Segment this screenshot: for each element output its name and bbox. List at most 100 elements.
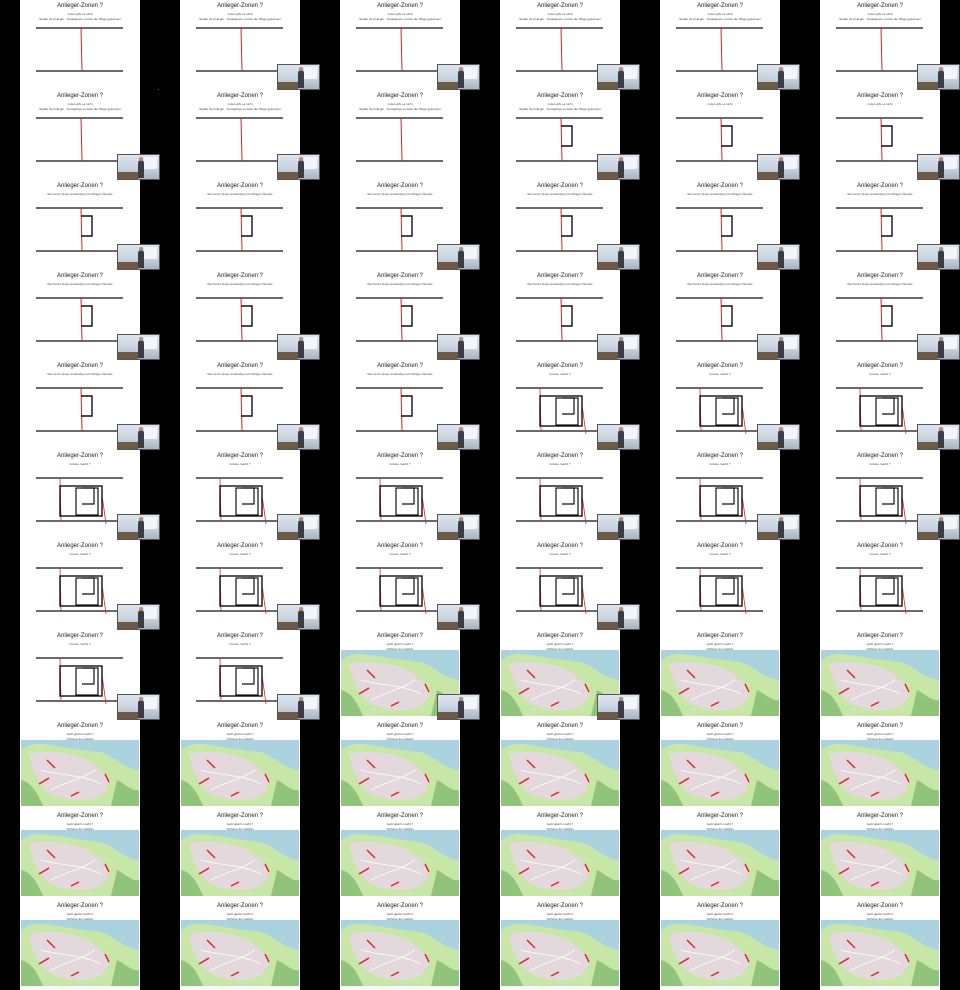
map-water [21,830,139,860]
thumbnail-tile[interactable]: Anlieger-Zonen ? Linien gibt es nicht Stra… [160,0,320,90]
thumbnail-tile[interactable]: Anlieger-Zonen ? Grosse macht ? [640,450,800,540]
thumbnail-tile[interactable]: Anlieger-Zonen ? Wer kennt hinein anständ… [480,180,640,270]
thumbnail-tile[interactable]: Anlieger-Zonen ? Geht gleich macht ? (Schö… [480,810,640,900]
webcam-overlay [597,514,640,540]
thumbnail-tile[interactable]: Anlieger-Zonen ? Grosse macht ? [0,540,160,630]
thumbnail-tile[interactable]: Anlieger-Zonen ? Wer kennt hinein anständ… [800,180,960,270]
thumbnail-tile[interactable]: Anlieger-Zonen ? Geht gleich macht ? (Schö… [0,720,160,810]
thumbnail-tile[interactable]: Anlieger-Zonen ? Geht gleich macht ? (Schö… [480,720,640,810]
zone-boundary [358,777,370,785]
thumbnail-tile[interactable]: Anlieger-Zonen ? Geht gleich macht ? (Schö… [800,630,960,720]
thumbnail-tile[interactable]: Anlieger-Zonen ? Geht gleich macht ? (Schö… [800,900,960,990]
webcam-head [779,427,783,431]
thumbnail-tile[interactable]: Anlieger-Zonen ? Wer kennt hinein anständ… [160,270,320,360]
thumbnail-tile[interactable]: Anlieger-Zonen ? Linien gibt es nicht Stra… [640,0,800,90]
webcam-desk [278,712,298,719]
thumbnail-tile[interactable]: Anlieger-Zonen ? Grosse macht ? [480,540,640,630]
thumbnail-tile[interactable]: Anlieger-Zonen ? Wer kennt hinein anständ… [0,180,160,270]
access-loop [241,395,253,417]
thumbnail-tile[interactable]: Anlieger-Zonen ? Linien gibt es nicht Stra… [0,0,160,90]
thumbnail-tile[interactable]: Anlieger-Zonen ? Wer kennt hinein anständ… [320,180,480,270]
thumbnail-tile[interactable]: Anlieger-Zonen ? Grosse macht ? [640,540,800,630]
thumbnail-tile[interactable]: Anlieger-Zonen ? Linien gibt es nicht Stra… [320,90,480,180]
thumbnail-tile[interactable]: Anlieger-Zonen ? Grosse macht ? [0,450,160,540]
thumbnail-tile[interactable]: Anlieger-Zonen ? Wer kennt hinein anständ… [160,360,320,450]
thumbnail-tile[interactable]: Anlieger-Zonen ? Geht gleich macht ? (Schö… [800,720,960,810]
thumbnail-tile[interactable]: Anlieger-Zonen ? Grosse macht ? [0,630,160,720]
zone-diagram [676,387,763,435]
webcam-overlay [597,604,640,630]
thumbnail-tile[interactable]: Anlieger-Zonen ? Wer kennt hinein anständ… [800,270,960,360]
zone-boundary [358,867,370,875]
thumbnail-tile[interactable]: Anlieger-Zonen ? Grosse macht ? [800,450,960,540]
thumbnail-tile[interactable]: Anlieger-Zonen ? Grosse macht ? [320,540,480,630]
webcam-overlay [757,334,800,360]
thumbnail-tile[interactable]: Anlieger-Zonen ? Grosse macht ? [800,360,960,450]
thumbnail-tile[interactable]: Anlieger-Zonen ? Grosse macht ? [160,540,320,630]
thumbnail-tile[interactable]: Anlieger-Zonen ? Linien gibt es nicht Stra… [320,0,480,90]
thumbnail-tile[interactable]: Anlieger-Zonen ? Grosse macht ? [320,450,480,540]
slide: Anlieger-Zonen ? Geht gleich macht ? (Schö… [660,810,780,900]
thumbnail-tile[interactable]: Anlieger-Zonen ? Geht gleich macht ? (Schö… [160,720,320,810]
thumbnail-tile[interactable]: Anlieger-Zonen ? Geht gleich macht ? (Schö… [160,810,320,900]
thumbnail-tile[interactable]: Anlieger-Zonen ? Linien gibt es nicht [640,90,800,180]
thumbnail-tile[interactable]: Anlieger-Zonen ? Geht gleich macht ? (Schö… [320,810,480,900]
thumbnail-tile[interactable]: Anlieger-Zonen ? Wer kennt hinein anständ… [0,270,160,360]
thumbnail-tile[interactable]: Anlieger-Zonen ? Geht gleich macht ? (Schö… [160,900,320,990]
map-water [181,920,299,950]
slide-title: Anlieger-Zonen ? [376,183,424,189]
thumbnail-tile[interactable]: Anlieger-Zonen ? Grosse macht ? [480,360,640,450]
thumbnail-tile[interactable]: Anlieger-Zonen ? Geht gleich macht ? (Schö… [320,900,480,990]
thumbnail-tile[interactable]: Anlieger-Zonen ? Wer kennt hinein anständ… [640,270,800,360]
thumbnail-tile[interactable]: Anlieger-Zonen ? Wer kennt hinein anständ… [0,360,160,450]
thumbnail-tile[interactable]: Anlieger-Zonen ? Geht gleich macht ? (Schö… [480,900,640,990]
thumbnail-tile[interactable]: Anlieger-Zonen ? Geht gleich macht ? (Schö… [640,630,800,720]
zone-boundary [366,849,376,859]
thumbnail-tile[interactable]: Anlieger-Zonen ? Linien gibt es nicht Stra… [480,0,640,90]
thumbnail-tile[interactable]: Anlieger-Zonen ? Linien gibt es nicht Stra… [800,0,960,90]
slide: Anlieger-Zonen ? Geht gleich macht ? (Schö… [660,720,780,810]
thumbnail-tile[interactable]: Anlieger-Zonen ? Geht gleich macht ? (Schö… [480,630,640,720]
thumbnail-tile[interactable]: Anlieger-Zonen ? Linien gibt es nicht Stra… [480,90,640,180]
slide: Anlieger-Zonen ? Geht gleich macht ? (Schö… [660,900,780,990]
thumbnail-tile[interactable]: Anlieger-Zonen ? Linien gibt es nicht Stra… [0,90,160,180]
thumbnail-tile[interactable]: Anlieger-Zonen ? Geht gleich macht ? (Schö… [320,630,480,720]
thumbnail-tile[interactable]: Anlieger-Zonen ? Geht gleich macht ? (Schö… [0,900,160,990]
zone-middle [555,487,579,516]
zone-boundary [846,939,856,949]
map-forest [501,960,523,986]
slide-note: Straße für Anlieger - Fussgänger einzeln… [679,17,761,21]
map-water [181,740,299,770]
map-forest [111,780,139,806]
thumbnail-tile[interactable]: Anlieger-Zonen ? Grosse macht ? [160,630,320,720]
thumbnail-tile[interactable]: Anlieger-Zonen ? Grosse macht ? [800,540,960,630]
map-forest [21,870,43,896]
webcam-desk [918,172,938,179]
slide-title: Anlieger-Zonen ? [376,93,424,99]
zone-outer [539,485,583,517]
thumbnail-tile[interactable]: Anlieger-Zonen ? Linien gibt es nicht [800,90,960,180]
map-street [210,769,256,791]
thumbnail-tile[interactable]: Anlieger-Zonen ? Geht gleich macht ? (Schö… [320,720,480,810]
thumbnail-tile[interactable]: Anlieger-Zonen ? Linien gibt es nicht Stra… [160,90,320,180]
slide-subtitle: Geht gleich macht ? [546,822,574,826]
thumbnail-tile[interactable]: Anlieger-Zonen ? Wer kennt hinein anständ… [160,180,320,270]
map-forest [821,780,843,806]
thumbnail-tile[interactable]: Anlieger-Zonen ? Wer kennt hinein anständ… [320,360,480,450]
slide-title: Anlieger-Zonen ? [856,903,904,909]
thumbnail-tile[interactable]: Anlieger-Zonen ? Wer kennt hinein anständ… [320,270,480,360]
thumbnail-tile[interactable]: Anlieger-Zonen ? Wer kennt hinein anständ… [480,270,640,360]
city-map [181,830,299,896]
thumbnail-tile[interactable]: Anlieger-Zonen ? Grosse macht ? [160,450,320,540]
thumbnail-tile[interactable]: Anlieger-Zonen ? Wer kennt hinein anständ… [640,180,800,270]
access-loop [561,125,573,147]
map-street [360,769,422,785]
map-water [661,830,779,860]
thumbnail-tile[interactable]: Anlieger-Zonen ? Geht gleich macht ? (Schö… [0,810,160,900]
thumbnail-tile[interactable]: Anlieger-Zonen ? Geht gleich macht ? (Schö… [640,900,800,990]
thumbnail-tile[interactable]: Anlieger-Zonen ? Grosse macht ? [480,450,640,540]
thumbnail-tile[interactable]: Anlieger-Zonen ? Geht gleich macht ? (Schö… [800,810,960,900]
thumbnail-tile[interactable]: Anlieger-Zonen ? Grosse macht ? [640,360,800,450]
thumbnail-tile[interactable]: Anlieger-Zonen ? Geht gleich macht ? (Schö… [640,810,800,900]
thumbnail-tile[interactable]: Anlieger-Zonen ? Geht gleich macht ? (Schö… [640,720,800,810]
